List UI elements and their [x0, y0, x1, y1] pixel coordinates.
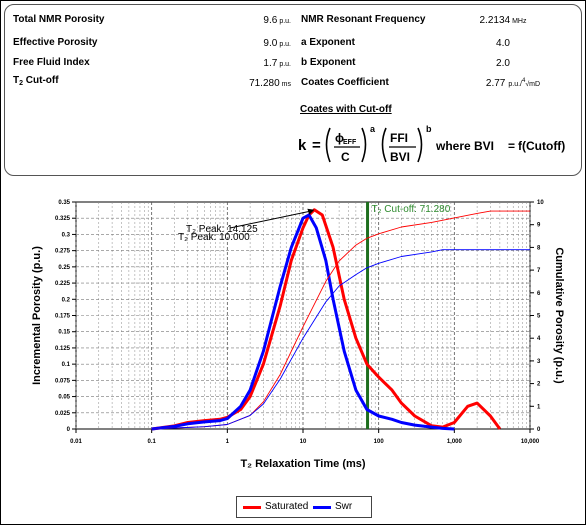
peak-label-swr: T₂ Peak: 10.000: [178, 232, 250, 243]
legend-swatch-saturated: [243, 506, 261, 509]
formula-c: C: [341, 150, 350, 164]
series-line-swr-cumulative: [151, 249, 530, 430]
peak-arrow: [229, 210, 313, 229]
total-porosity-value: 9.6 p.u.: [263, 15, 291, 26]
y-tick-label: 0.25: [58, 265, 70, 271]
formula-where: where BVI: [435, 139, 494, 153]
formula-b: b: [426, 124, 432, 134]
y2-tick-label: 8: [537, 245, 541, 251]
effective-porosity-value: 9.0 p.u.: [263, 38, 291, 49]
coates-coefficient-label: Coates Coefficient: [301, 77, 389, 88]
coates-title: Coates with Cut-off: [300, 104, 392, 115]
formula-func: f(Cutoff): [518, 139, 565, 153]
y-tick-label: 0.125: [55, 346, 71, 352]
effective-porosity-label: Effective Porosity: [13, 37, 98, 48]
nmr-t2-chart: 0.01 0.1 1 10 100 1,000 10,00000.0250.050.0750…: [31, 200, 565, 470]
b-exponent-value: 2.0: [496, 58, 510, 69]
x-tick-label: 1: [226, 439, 230, 445]
free-fluid-index-value: 1.7 p.u.: [263, 58, 291, 69]
y-tick-label: 0.325: [55, 216, 71, 222]
y2-tick-label: 3: [537, 359, 541, 365]
y-tick-label: 0.075: [55, 378, 71, 384]
peak-arrowhead: [307, 208, 315, 215]
formula-paren: [325, 127, 331, 163]
y2-tick-label: 9: [537, 223, 541, 229]
x-tick-label: 10: [300, 439, 307, 445]
y2-tick-label: 4: [537, 336, 541, 342]
y2-tick-label: 6: [537, 291, 541, 297]
y-tick-label: 0.025: [55, 411, 71, 417]
x-axis-title: T₂ Relaxation Time (ms): [240, 458, 365, 470]
coates-coefficient-value: 2.77 p.u./4√mD: [485, 78, 541, 89]
t2-cutoff-label: T2 Cut-off: [13, 75, 59, 87]
resonant-frequency-label: NMR Resonant Frequency: [301, 14, 426, 25]
nmr-summary-panel: Total NMR Porosity 9.6 p.u. Effective Por…: [4, 4, 582, 176]
y2-tick-label: 0: [537, 427, 541, 433]
formula-bvi: BVI: [390, 150, 410, 164]
y2-tick-label: 5: [537, 314, 541, 320]
y-tick-label: 0.275: [55, 249, 71, 255]
formula-phi: ϕ: [335, 131, 344, 145]
x-tick-label: 10,000: [521, 439, 540, 445]
y-tick-label: 0: [67, 427, 71, 433]
y-tick-label: 0.1: [62, 362, 71, 368]
y-tick-label: 0.3: [62, 232, 71, 238]
x-tick-label: 100: [374, 439, 385, 445]
y-tick-label: 0.2: [62, 297, 71, 303]
free-fluid-index-label: Free Fluid Index: [13, 57, 90, 68]
a-exponent-value: 4.0: [496, 38, 510, 49]
formula-equals-2: =: [508, 139, 515, 153]
y2-tick-label: 7: [537, 268, 541, 274]
b-exponent-label: b Exponent: [301, 57, 356, 68]
y-tick-label: 0.05: [58, 395, 70, 401]
y-tick-label: 0.225: [55, 281, 71, 287]
y2-axis-title: Cumulative Porosity (p.u.): [553, 247, 565, 384]
legend-label-swr: Swr: [335, 501, 353, 512]
x-tick-label: 0.01: [70, 439, 82, 445]
y-axis-title: Incremental Porosity (p.u.): [31, 246, 43, 385]
y2-tick-label: 2: [537, 382, 541, 388]
formula-ffi: FFI: [390, 131, 408, 145]
series-line-swr: [151, 213, 455, 431]
formula-a: a: [370, 124, 376, 134]
formula-equals: =: [312, 137, 321, 154]
peak-label-saturated: T₂ Peak: 14.125: [186, 224, 258, 235]
coates-formula: k = ϕ EFF C a FFI BVI b where BVI = f(Cu…: [298, 124, 565, 164]
chart-legend: Saturated Swr: [236, 496, 372, 518]
y-tick-label: 0.15: [58, 330, 70, 336]
legend-swatch-swr: [313, 506, 331, 509]
legend-label-saturated: Saturated: [265, 501, 309, 512]
y2-tick-label: 1: [537, 404, 541, 410]
formula-phi-sub: EFF: [343, 139, 357, 146]
t2-cutoff-value: 71.280 ms: [249, 78, 291, 89]
total-porosity-label: Total NMR Porosity: [13, 14, 105, 25]
formula-k: k: [298, 137, 307, 154]
cutoff-label: T₂ Cut-off: 71.280: [372, 204, 451, 215]
y-tick-label: 0.35: [58, 200, 70, 206]
resonant-frequency-value: 2.2134 MHz: [479, 15, 527, 26]
y-tick-label: 0.175: [55, 314, 71, 320]
x-tick-label: 1,000: [447, 439, 463, 445]
y2-tick-label: 10: [537, 200, 544, 206]
x-tick-label: 0.1: [147, 439, 156, 445]
a-exponent-label: a Exponent: [301, 37, 355, 48]
